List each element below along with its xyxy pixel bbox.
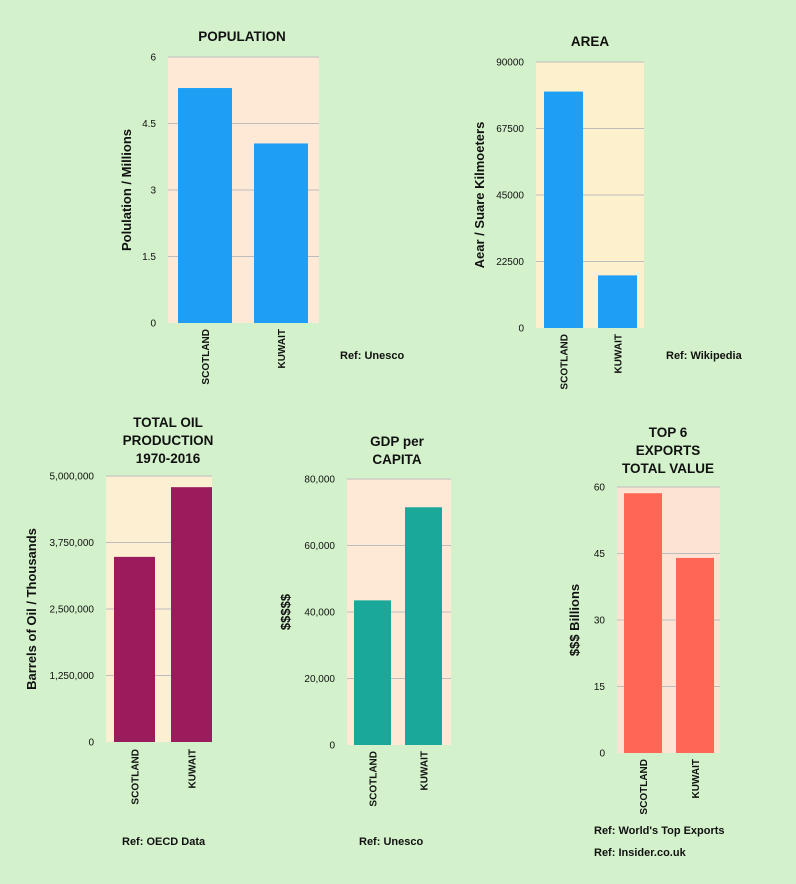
chart-title: TOP 6 [649,425,688,440]
reference-note: Ref: Wikipedia [666,350,743,362]
category-label: SCOTLAND [560,334,571,390]
chart-title: EXPORTS [636,443,701,458]
y-tick-label: 90000 [496,58,524,69]
y-tick-label: 80,000 [304,475,335,486]
reference-note: Ref: Unesco [340,350,404,362]
y-tick-label: 6 [150,53,156,64]
y-axis-label: Barrels of Oil / Thousands [24,528,39,690]
category-label: KUWAIT [420,751,431,790]
y-tick-label: 3,750,000 [50,538,95,549]
category-label: KUWAIT [691,759,702,798]
bar-scotland [354,600,391,745]
chart-title: AREA [571,34,610,49]
y-tick-label: 45000 [496,191,524,202]
y-tick-label: 0 [329,741,335,752]
y-tick-label: 1,250,000 [50,671,95,682]
chart-title: TOTAL OIL [133,415,203,430]
chart-title: CAPITA [372,452,421,467]
y-tick-label: 20,000 [304,674,335,685]
category-label: SCOTLAND [131,749,142,805]
y-tick-label: 40,000 [304,608,335,619]
chart-title: 1970-2016 [136,451,201,466]
bar-kuwait [405,507,442,745]
y-tick-label: 1.5 [142,252,156,263]
y-tick-label: 67500 [496,124,524,135]
chart-title: GDP per [370,434,425,449]
y-tick-label: 3 [150,186,156,197]
category-label: KUWAIT [277,329,288,368]
y-tick-label: 0 [88,738,94,749]
bar-kuwait [171,487,212,742]
reference-note: Ref: Insider.co.uk [594,847,687,859]
y-tick-label: 45 [594,549,606,560]
y-tick-label: 0 [518,324,524,335]
category-label: SCOTLAND [369,751,380,807]
bar-kuwait [676,557,714,753]
bar-kuwait [598,275,637,328]
y-tick-label: 15 [594,682,606,693]
reference-note: Ref: Unesco [359,836,423,848]
chart-title: TOTAL VALUE [622,461,714,476]
y-tick-label: 30 [594,616,606,627]
bar-scotland [624,493,662,753]
category-label: SCOTLAND [639,759,650,815]
y-axis-label: $$$$$ [278,593,293,630]
y-axis-label: Polulation / Millions [119,129,134,251]
chart-title: POPULATION [198,29,286,44]
chart-panel-3: 0 1,250,000 2,500,000 3,750,000 5,000,000 SCO… [24,415,213,848]
bar-scotland [178,88,232,324]
y-tick-label: 4.5 [142,119,156,130]
chart-title: PRODUCTION [123,433,214,448]
chart-panel-1: 0 1.5 3 4.5 6 SCOTLAND KUWAIT POPULATION Polulat… [119,29,404,385]
category-label: KUWAIT [614,334,625,373]
y-tick-label: 0 [599,749,605,760]
reference-note: Ref: World's Top Exports [594,825,725,837]
bar-scotland [544,91,583,328]
y-tick-label: 0 [150,319,156,330]
category-label: KUWAIT [188,749,199,788]
bar-kuwait [254,143,308,323]
reference-note: Ref: OECD Data [122,836,206,848]
y-tick-label: 2,500,000 [50,605,95,616]
bar-scotland [114,556,155,742]
y-tick-label: 5,000,000 [50,472,95,483]
y-tick-label: 60,000 [304,541,335,552]
chart-panel-4: 0 20,000 40,000 60,000 80,000 SCOTLAND KUWAIT G… [278,434,451,848]
chart-panel-5: 0 15 30 45 60 SCOTLAND KUWAIT TOP 6 EXPORTS TOTAL… [567,425,725,859]
y-tick-label: 22500 [496,257,524,268]
chart-panel-2: 0 22500 45000 67500 90000 SCOTLAND KUWAIT AREA A… [472,34,743,390]
y-tick-label: 60 [594,483,606,494]
category-label: SCOTLAND [201,329,212,385]
y-axis-label: Aear / Suare Kilmoeters [472,122,487,269]
y-axis-label: $$$ Billions [567,584,582,656]
